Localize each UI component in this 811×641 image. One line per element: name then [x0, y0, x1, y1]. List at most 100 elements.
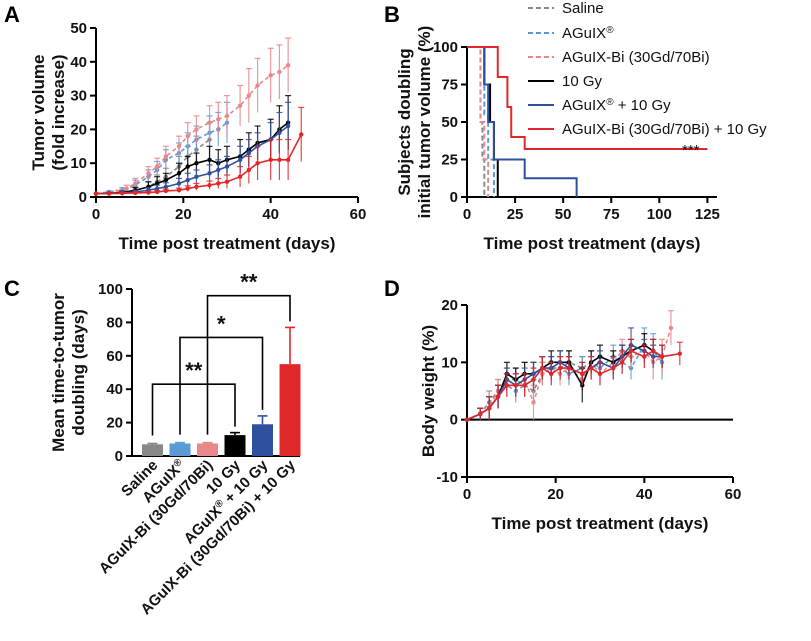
d-data-point — [486, 406, 492, 411]
a-data-point — [163, 154, 169, 159]
chart-a-tumor-volume: 0 20 40 60 0 10 20 30 40 50 Time post treatment (d… — [29, 20, 366, 253]
a-series-3 — [93, 94, 292, 196]
a-data-point — [207, 182, 212, 188]
c-y-tick-label: 100 — [98, 281, 123, 298]
d-data-point — [540, 365, 545, 371]
d-y-tick-label: 0 — [450, 412, 458, 429]
b-x-tick-label: 50 — [555, 206, 572, 223]
a-data-point — [237, 174, 243, 179]
a-data-point — [194, 174, 199, 179]
b-x-tick-label: 100 — [647, 206, 672, 223]
a-data-point — [154, 186, 160, 191]
d-data-point — [611, 365, 616, 371]
a-y-tick-label: 50 — [70, 20, 87, 37]
c-significance-label: ** — [185, 358, 203, 383]
a-y-tick-label: 40 — [70, 54, 87, 71]
c-y-tick-label: 40 — [106, 381, 123, 398]
a-data-point — [277, 69, 282, 75]
d-data-point — [677, 351, 682, 356]
a-data-point — [176, 188, 182, 193]
a-data-point — [246, 93, 252, 98]
a-series-line — [95, 125, 289, 195]
a-x-tick-label: 20 — [175, 206, 192, 223]
c-y-label: Mean time-to-tumor — [49, 293, 68, 452]
d-data-point — [513, 383, 518, 388]
a-data-point — [224, 179, 230, 184]
c-significance-label: ** — [240, 270, 258, 295]
c-significance-label: * — [217, 311, 226, 336]
c-significance-bracket — [151, 383, 236, 436]
a-series-2 — [93, 37, 292, 196]
a-data-point — [277, 157, 282, 163]
a-data-point — [216, 167, 221, 173]
c-y-tick-label: 80 — [106, 314, 123, 331]
c-y-tick-label: 20 — [106, 415, 123, 432]
a-data-point — [124, 186, 129, 191]
legend-label: AGuIX-Bi (30Gd/70Bi) + 10 Gy — [562, 121, 767, 138]
b-x-tick-label: 125 — [695, 206, 720, 223]
a-data-point — [285, 123, 291, 129]
a-x-tick-label: 40 — [262, 206, 279, 223]
b-y-label: Subjects doubling — [395, 48, 414, 195]
a-x-label: Time post treatment (days) — [119, 234, 336, 253]
c-y-label: doubling (days) — [69, 309, 88, 436]
a-data-point — [163, 184, 169, 190]
d-data-point — [522, 383, 527, 388]
a-data-point — [185, 186, 190, 191]
a-series-line — [95, 122, 228, 195]
a-data-point — [154, 164, 160, 169]
a-data-point — [285, 157, 291, 163]
chart-b-survival-doubling: 0 25 50 75 100 125 0 25 50 75 100 Time post treatme… — [395, 0, 767, 253]
d-data-point — [597, 371, 603, 376]
a-data-point — [277, 130, 282, 135]
panel-label-a: A — [4, 2, 20, 27]
c-y-tick-label: 60 — [106, 348, 123, 365]
a-data-point — [133, 181, 138, 186]
d-x-label: Time post treatment (days) — [492, 514, 709, 533]
a-data-point — [216, 181, 221, 186]
d-data-point — [504, 383, 510, 388]
d-data-point — [478, 411, 483, 417]
a-data-point — [185, 164, 190, 169]
legend-label: AGuIX-Bi (30Gd/70Bi) — [562, 49, 710, 66]
a-data-point — [185, 177, 190, 183]
a-data-point — [216, 117, 221, 122]
d-data-point — [566, 365, 572, 371]
a-y-label: (fold increase) — [49, 54, 68, 170]
a-data-point — [146, 190, 151, 195]
c-bar — [169, 443, 191, 456]
a-x-tick-label: 0 — [92, 206, 100, 223]
d-series-1 — [464, 327, 666, 422]
a-y-tick-label: 30 — [70, 88, 87, 105]
b-y-tick-label: 100 — [433, 39, 458, 56]
d-x-tick-label: 20 — [547, 486, 564, 503]
panel-label-b: B — [384, 2, 400, 27]
a-series-4 — [93, 101, 292, 196]
a-data-point — [207, 120, 212, 125]
d-y-label: Body weight (%) — [419, 325, 438, 457]
b-y-tick-label: 0 — [450, 189, 458, 206]
b-y-label: initial tumor volume (%) — [415, 26, 434, 219]
a-data-point — [120, 191, 125, 196]
chart-c-mean-time-bars: 0 20 40 60 80 100 Mean time-to-tumor doubling (… — [49, 270, 301, 618]
a-data-point — [224, 113, 230, 119]
chart-d-body-weight: 0 20 40 60 -10 0 10 20 Time post treatment (days… — [419, 297, 741, 533]
a-data-point — [268, 157, 273, 163]
a-data-point — [154, 189, 160, 195]
b-y-tick-label: 50 — [441, 114, 458, 131]
d-x-tick-label: 60 — [725, 486, 742, 503]
d-data-point — [531, 377, 536, 382]
a-data-point — [194, 127, 199, 132]
c-bar — [197, 443, 218, 456]
a-data-point — [133, 190, 138, 196]
c-bar — [224, 435, 246, 456]
a-data-point — [185, 133, 190, 139]
d-y-tick-label: -10 — [436, 469, 458, 486]
a-data-point — [176, 144, 182, 149]
d-data-point — [557, 365, 563, 371]
a-data-point — [207, 171, 212, 176]
d-data-point — [619, 360, 625, 365]
d-data-point — [588, 365, 594, 371]
a-data-point — [163, 177, 169, 183]
